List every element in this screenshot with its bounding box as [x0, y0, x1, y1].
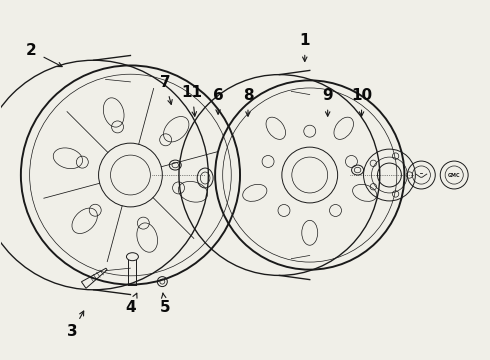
Text: 10: 10 [351, 88, 372, 103]
Text: 4: 4 [125, 300, 136, 315]
Text: 7: 7 [160, 75, 171, 90]
Text: 6: 6 [213, 88, 223, 103]
Text: 5: 5 [160, 300, 171, 315]
Text: 2: 2 [25, 43, 36, 58]
Text: GMC: GMC [448, 172, 461, 177]
Text: 1: 1 [299, 33, 310, 48]
Text: 9: 9 [322, 88, 333, 103]
Text: 11: 11 [182, 85, 203, 100]
Text: 3: 3 [67, 324, 78, 339]
Text: 8: 8 [243, 88, 253, 103]
